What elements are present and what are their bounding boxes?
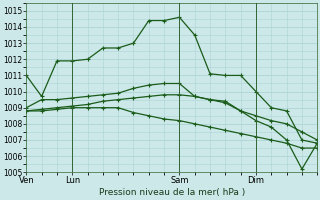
X-axis label: Pression niveau de la mer( hPa ): Pression niveau de la mer( hPa ) bbox=[99, 188, 245, 197]
